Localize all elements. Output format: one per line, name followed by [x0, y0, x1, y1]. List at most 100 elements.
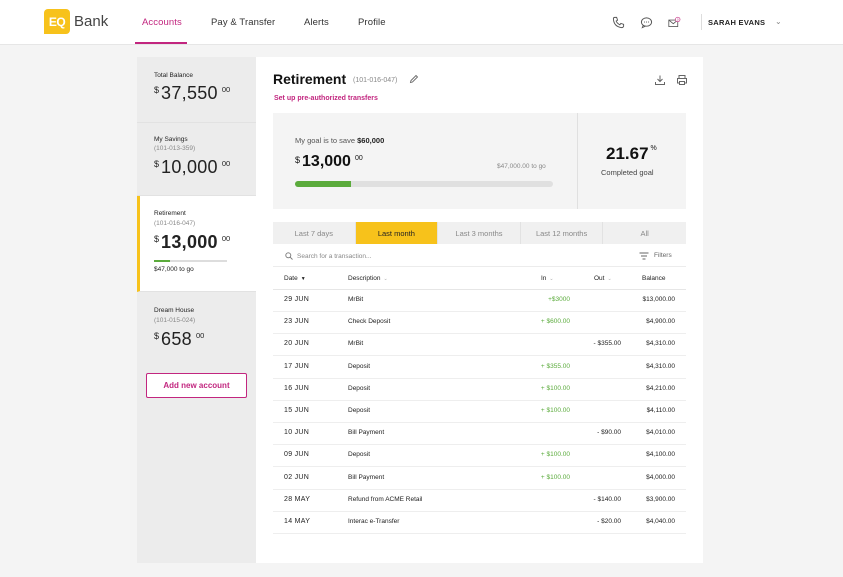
column-header-in[interactable]: In ⌄ — [541, 275, 554, 282]
edit-pencil-icon[interactable] — [409, 74, 419, 84]
transaction-date: 16 JUN — [284, 384, 310, 392]
transaction-in-amount: + $600.00 — [540, 318, 570, 326]
transaction-balance: $4,310.00 — [646, 340, 675, 348]
transaction-balance: $4,040.00 — [646, 518, 675, 525]
account-name: Retirement — [154, 210, 186, 217]
goal-card-divider — [577, 113, 578, 209]
filters-button[interactable]: Filters — [654, 252, 672, 259]
active-nav-indicator — [135, 42, 187, 44]
user-name[interactable]: SARAH EVANS — [708, 18, 766, 27]
transaction-description: Interac e-Transfer — [348, 518, 400, 525]
account-goal-remaining: $47,000 to go — [154, 266, 194, 273]
transaction-description: Check Deposit — [348, 318, 391, 326]
goal-label: My goal is to save $60,000 — [295, 136, 385, 145]
table-row[interactable]: 16 JUN Deposit + $100.00 $4,210.00 — [273, 379, 686, 401]
eq-bank-logo[interactable]: EQ Bank — [44, 9, 108, 34]
table-row[interactable]: 20 JUN MrBit - $355.00 $4,310.00 — [273, 334, 686, 357]
goal-progress-bar — [295, 181, 553, 187]
table-row[interactable]: 14 MAY Interac e-Transfer - $20.00 $4,040.0… — [273, 512, 686, 534]
transaction-in-amount: + $100.00 — [540, 407, 570, 414]
transaction-in-amount: + $100.00 — [540, 451, 570, 459]
transaction-description: MrBit — [348, 340, 364, 348]
table-row[interactable]: 10 JUN Bill Payment - $90.00 $4,010.00 — [273, 423, 686, 446]
table-row[interactable]: 17 JUN Deposit + $355.00 $4,310.00 — [273, 357, 686, 379]
tab-all[interactable]: All — [640, 228, 649, 238]
page-title: Retirement — [273, 71, 347, 87]
transaction-description: Deposit — [348, 451, 371, 459]
sort-desc-icon: ▼ — [300, 276, 306, 282]
tab-last-7-days[interactable]: Last 7 days — [273, 222, 356, 244]
transaction-date: 29 JUN — [284, 296, 310, 303]
chevron-down-icon[interactable]: ⌄ — [775, 17, 782, 26]
transaction-balance: $13,000.00 — [642, 296, 675, 303]
nav-alerts[interactable]: Alerts — [304, 17, 329, 28]
transaction-description: Bill Payment — [348, 473, 385, 481]
table-row[interactable]: 02 JUN Bill Payment + $100.00 $4,000.00 — [273, 468, 686, 490]
filter-icon[interactable] — [639, 252, 649, 260]
account-name: My Savings — [154, 136, 188, 143]
download-icon[interactable] — [654, 74, 666, 86]
sidebar-account-dream-house[interactable]: Dream House (101-015-024) $ 658 00 — [137, 292, 256, 362]
goal-card — [273, 113, 686, 209]
mail-icon[interactable]: 0 — [668, 16, 681, 29]
account-balance: $ 658 00 — [154, 329, 205, 349]
phone-icon[interactable] — [612, 16, 625, 29]
transaction-in-amount: + $100.00 — [540, 473, 570, 481]
sidebar-account-retirement[interactable]: Retirement (101-016-047) $ 13,000 00 $47… — [137, 196, 256, 292]
chat-icon[interactable] — [640, 16, 653, 29]
goal-progress-fill — [295, 181, 351, 187]
column-header-out[interactable]: Out ⌄ — [594, 275, 612, 282]
tab-last-12-months[interactable]: Last 12 months — [521, 222, 604, 244]
transaction-out-amount: - $20.00 — [597, 518, 621, 525]
logo-text: Bank — [74, 13, 109, 30]
transactions-table-header: Date ▼ Description ⌄ In ⌄ Out ⌄ Balance — [273, 268, 686, 290]
account-balance: $ 10,000 00 — [154, 157, 231, 177]
transaction-date: 23 JUN — [284, 318, 310, 326]
transaction-date: 09 JUN — [284, 451, 310, 459]
goal-percent-label: Completed goal — [601, 168, 654, 177]
transaction-description: Bill Payment — [348, 429, 385, 437]
nav-profile[interactable]: Profile — [358, 17, 386, 28]
transaction-description: Deposit — [348, 384, 371, 392]
accounts-sidebar: Total Balance $ 37,550 00 My Savings (10… — [137, 57, 256, 563]
print-icon[interactable] — [676, 74, 688, 86]
transaction-description: Deposit — [348, 362, 371, 370]
transaction-balance: $4,110.00 — [646, 407, 675, 414]
tab-last-month[interactable]: Last month — [355, 222, 439, 244]
top-navigation: EQ Bank Accounts Pay & Transfer Alerts P… — [0, 0, 843, 45]
user-separator — [701, 14, 702, 30]
nav-pay-transfer[interactable]: Pay & Transfer — [211, 17, 276, 28]
sidebar-account-my-savings[interactable]: My Savings (101-013-359) $ 10,000 00 — [137, 123, 256, 196]
transaction-out-amount: - $90.00 — [597, 429, 621, 437]
table-row[interactable]: 29 JUN MrBit +$3000 $13,000.00 — [273, 290, 686, 312]
transaction-date: 20 JUN — [284, 340, 310, 348]
column-header-balance[interactable]: Balance — [642, 275, 666, 282]
transaction-date: 02 JUN — [284, 473, 310, 481]
goal-saved-amount: $ 13,000 00 — [295, 153, 363, 170]
transaction-balance: $4,210.00 — [646, 384, 675, 392]
transaction-search-bar: Filters — [273, 246, 686, 267]
table-row[interactable]: 09 JUN Deposit + $100.00 $4,100.00 — [273, 445, 686, 468]
total-balance-label: Total Balance — [154, 72, 194, 79]
column-header-description[interactable]: Description ⌄ — [348, 275, 388, 282]
account-balance: $ 13,000 00 — [154, 232, 231, 252]
account-goal-progress — [154, 260, 227, 262]
transaction-description: Deposit — [348, 407, 371, 414]
add-new-account-button[interactable]: Add new account — [146, 373, 247, 398]
tab-last-3-months[interactable]: Last 3 months — [438, 222, 521, 244]
sidebar-total-balance[interactable]: Total Balance $ 37,550 00 — [137, 57, 256, 123]
table-row[interactable]: 23 JUN Check Deposit + $600.00 $4,900.00 — [273, 312, 686, 335]
transaction-date: 17 JUN — [284, 362, 310, 370]
table-row[interactable]: 28 MAY Refund from ACME Retail - $140.00 $3… — [273, 490, 686, 512]
account-name: Dream House — [154, 307, 195, 314]
transaction-out-amount: - $355.00 — [593, 340, 621, 348]
transaction-date: 10 JUN — [284, 429, 310, 437]
column-header-date[interactable]: Date ▼ — [284, 275, 306, 282]
transaction-search-input[interactable] — [297, 250, 547, 263]
account-number: (101-016-047) — [353, 77, 398, 84]
table-row[interactable]: 15 JUN Deposit + $100.00 $4,110.00 — [273, 401, 686, 423]
setup-transfers-link[interactable]: Set up pre-authorized transfers — [274, 95, 378, 102]
transaction-balance: $4,310.00 — [646, 362, 675, 370]
nav-accounts[interactable]: Accounts — [142, 17, 182, 28]
transaction-balance: $3,900.00 — [646, 495, 675, 503]
